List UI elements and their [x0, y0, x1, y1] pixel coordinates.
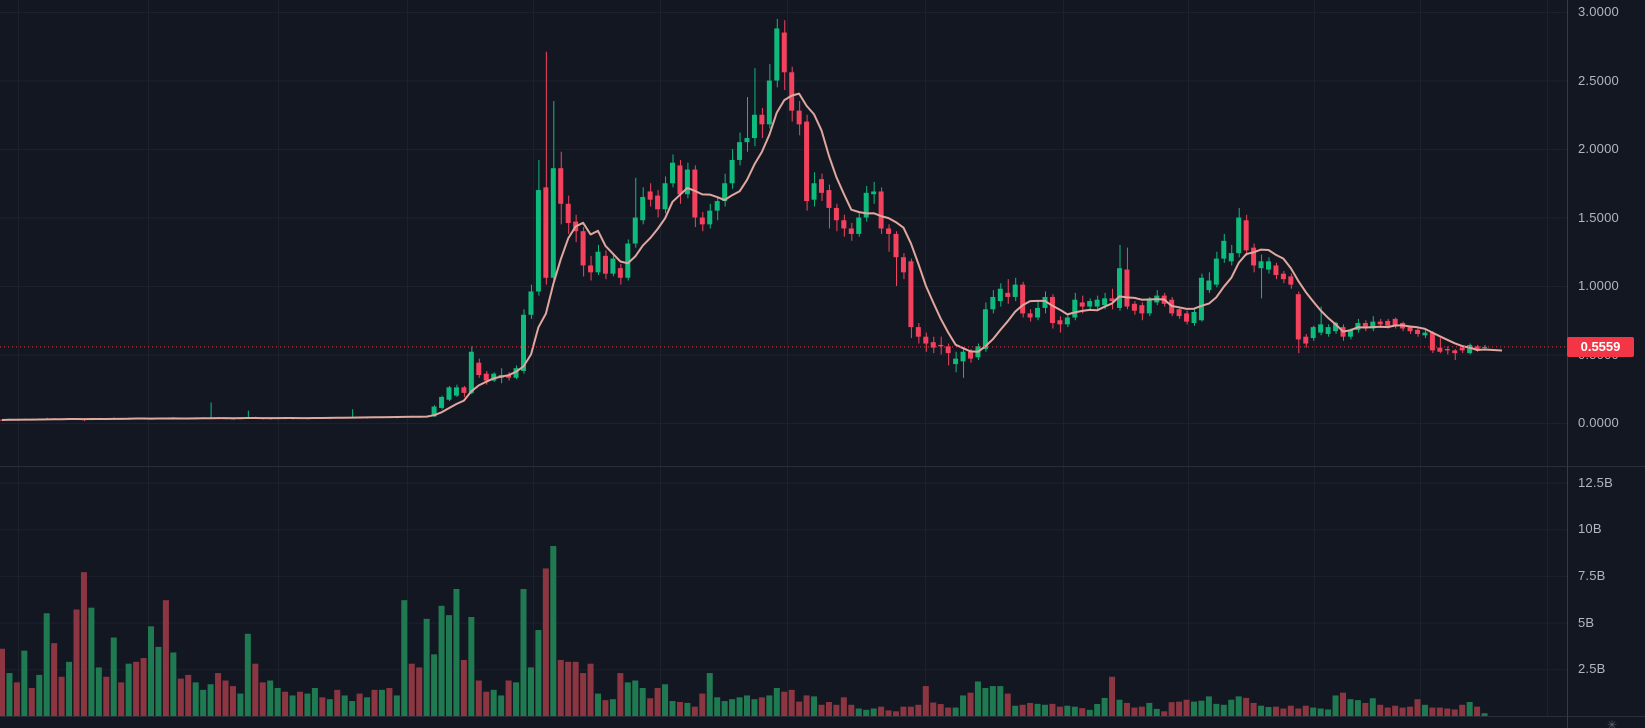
volume-axis-label: 2.5B: [1578, 661, 1606, 677]
last-price-badge: 0.5559: [1567, 336, 1634, 357]
volume-axis-label: 10B: [1578, 521, 1602, 537]
price-axis-label: 1.5000: [1578, 209, 1619, 225]
price-axis-label: 1.0000: [1578, 278, 1619, 293]
candlesticks: [0, 18, 1488, 422]
volume-axis-label: 12.5B: [1578, 474, 1613, 490]
price-axis-label: 2.0000: [1578, 141, 1619, 156]
pane-settings-icon[interactable]: ✳: [1606, 718, 1618, 728]
grid-lines: [0, 0, 1567, 716]
moving-average-line: [1, 92, 1503, 421]
price-axis-label: 2.5000: [1578, 72, 1619, 88]
volume-bars: [0, 546, 1488, 716]
volume-axis-label: 7.5B: [1578, 567, 1606, 583]
price-axis-label: 0.0000: [1578, 415, 1619, 430]
volume-axis-label: 5B: [1578, 614, 1595, 630]
price-axis-label: 3.0000: [1578, 4, 1619, 19]
